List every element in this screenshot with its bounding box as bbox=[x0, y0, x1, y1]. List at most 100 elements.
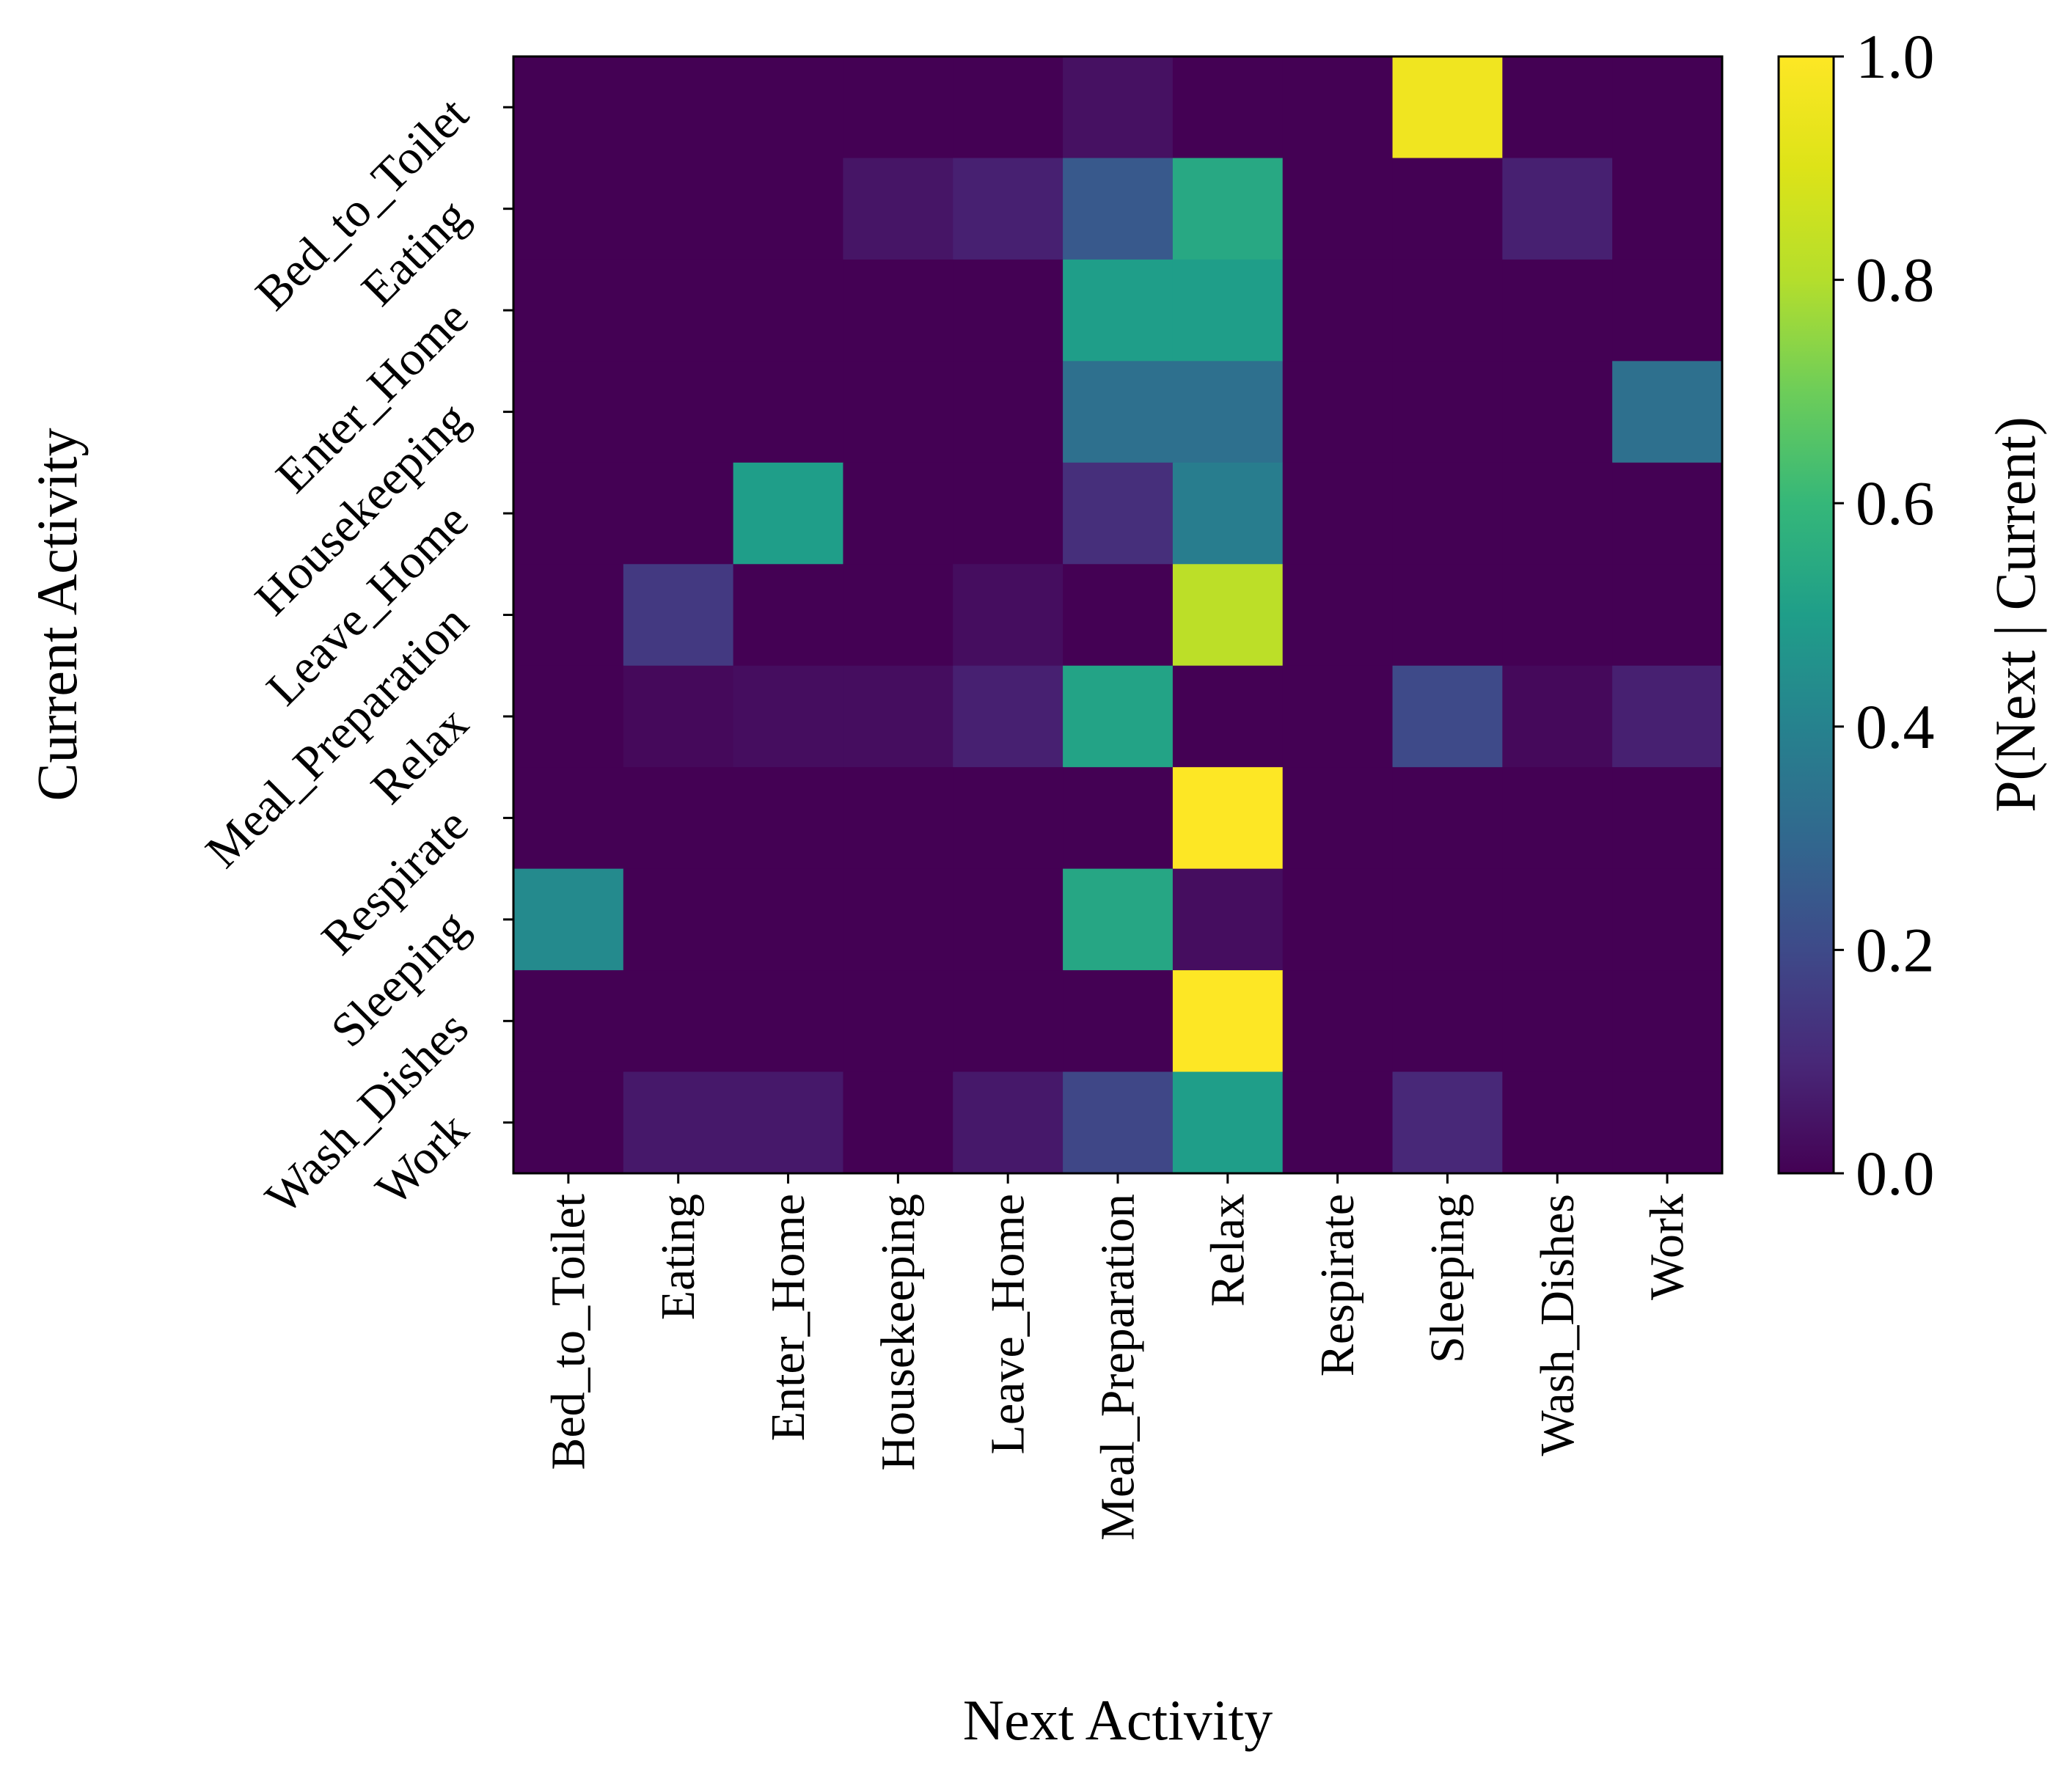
heatmap-cell bbox=[623, 56, 734, 159]
heatmap-cell bbox=[1612, 462, 1723, 565]
heatmap-cell bbox=[953, 56, 1064, 159]
colorbar-title: P(Next | Current) bbox=[1983, 417, 2047, 813]
heatmap-cell bbox=[1392, 1071, 1503, 1174]
heatmap-cell bbox=[733, 158, 844, 260]
heatmap-cell bbox=[1063, 158, 1174, 260]
heatmap-cells bbox=[513, 56, 1723, 1174]
heatmap-cell bbox=[953, 1071, 1064, 1174]
heatmap-cell bbox=[1392, 361, 1503, 463]
heatmap-cell bbox=[843, 665, 953, 768]
heatmap-cell bbox=[1612, 665, 1723, 768]
heatmap-cell bbox=[953, 970, 1064, 1073]
x-tick-label: Bed_to_Toilet bbox=[541, 1194, 595, 1470]
heatmap-cell bbox=[1282, 868, 1394, 971]
heatmap-cell bbox=[623, 564, 734, 667]
heatmap-cell bbox=[1392, 564, 1503, 667]
heatmap-cell bbox=[733, 462, 844, 565]
heatmap-cell bbox=[1172, 259, 1284, 362]
heatmap-cell bbox=[1392, 462, 1503, 565]
heatmap-cell bbox=[623, 868, 734, 971]
heatmap-cell bbox=[733, 361, 844, 463]
heatmap-cell bbox=[953, 665, 1064, 768]
heatmap-cell bbox=[1282, 564, 1394, 667]
heatmap-cell bbox=[513, 868, 624, 971]
heatmap-cell bbox=[1063, 868, 1174, 971]
heatmap-cell bbox=[733, 1071, 844, 1174]
heatmap-cell bbox=[623, 361, 734, 463]
heatmap-cell bbox=[1612, 564, 1723, 667]
heatmap-cell bbox=[513, 462, 624, 565]
heatmap-cell bbox=[1172, 158, 1284, 260]
heatmap-cell bbox=[513, 259, 624, 362]
heatmap-cell bbox=[953, 868, 1064, 971]
heatmap-cell bbox=[1502, 56, 1613, 159]
heatmap-cell bbox=[513, 1071, 624, 1174]
heatmap-cell bbox=[1502, 361, 1613, 463]
heatmap-cell bbox=[953, 564, 1064, 667]
heatmap-cell bbox=[1392, 767, 1503, 870]
heatmap-cell bbox=[953, 361, 1064, 463]
heatmap-cell bbox=[1063, 564, 1174, 667]
x-tick-label: Meal_Preparation bbox=[1091, 1194, 1145, 1541]
heatmap-cell bbox=[843, 158, 953, 260]
heatmap-cell bbox=[843, 462, 953, 565]
heatmap-cell bbox=[1392, 259, 1503, 362]
heatmap-cell bbox=[953, 767, 1064, 870]
heatmap-cell bbox=[1502, 564, 1613, 667]
colorbar-ticks: 0.0 0.2 0.4 0.6 0.8 1.0 bbox=[1834, 21, 1935, 1208]
heatmap-cell bbox=[843, 868, 953, 971]
heatmap-cell bbox=[1502, 970, 1613, 1073]
heatmap-cell bbox=[1063, 1071, 1174, 1174]
heatmap-cell bbox=[513, 767, 624, 870]
heatmap-cell bbox=[1612, 767, 1723, 870]
x-tick-label: Respirate bbox=[1311, 1194, 1364, 1376]
heatmap-cell bbox=[1282, 970, 1394, 1073]
heatmap-cell bbox=[1612, 970, 1723, 1073]
heatmap-cell bbox=[953, 158, 1064, 260]
heatmap-cell bbox=[733, 970, 844, 1073]
colorbar-tick-label: 0.8 bbox=[1856, 245, 1935, 315]
heatmap-cell bbox=[1612, 868, 1723, 971]
heatmap-cell bbox=[843, 767, 953, 870]
heatmap-cell bbox=[1172, 462, 1284, 565]
heatmap-cell bbox=[1063, 970, 1174, 1073]
heatmap-cell bbox=[513, 564, 624, 667]
heatmap-cell bbox=[843, 564, 953, 667]
heatmap-cell bbox=[1063, 361, 1174, 463]
x-tick-label: Wash_Dishes bbox=[1531, 1194, 1584, 1456]
x-tick-label: Work bbox=[1641, 1194, 1694, 1300]
heatmap-cell bbox=[513, 158, 624, 260]
heatmap-cell bbox=[1282, 158, 1394, 260]
y-axis-title: Current Activity bbox=[25, 428, 89, 801]
heatmap-cell bbox=[1063, 767, 1174, 870]
heatmap-cell bbox=[733, 767, 844, 870]
heatmap-cell bbox=[1063, 56, 1174, 159]
heatmap-cell bbox=[1282, 665, 1394, 768]
heatmap-cell bbox=[1392, 868, 1503, 971]
heatmap-cell bbox=[1172, 564, 1284, 667]
heatmap-cell bbox=[513, 361, 624, 463]
heatmap-cell bbox=[843, 56, 953, 159]
heatmap-cell bbox=[513, 665, 624, 768]
heatmap-cell bbox=[1282, 259, 1394, 362]
heatmap-cell bbox=[1282, 462, 1394, 565]
x-tick-label: Sleeping bbox=[1421, 1194, 1474, 1363]
heatmap-cell bbox=[733, 868, 844, 971]
heatmap-cell bbox=[1063, 462, 1174, 565]
heatmap-cell bbox=[1612, 158, 1723, 260]
colorbar-tick-label: 0.0 bbox=[1856, 1138, 1935, 1208]
heatmap-cell bbox=[1502, 767, 1613, 870]
heatmap-cell bbox=[1282, 1071, 1394, 1174]
heatmap-cell bbox=[513, 56, 624, 159]
heatmap-cell bbox=[1502, 665, 1613, 768]
heatmap-cell bbox=[1282, 56, 1394, 159]
heatmap-cell bbox=[953, 462, 1064, 565]
heatmap-cell bbox=[843, 259, 953, 362]
heatmap-cell bbox=[1502, 462, 1613, 565]
heatmap-cell bbox=[1612, 259, 1723, 362]
heatmap-cell bbox=[1172, 970, 1284, 1073]
heatmap-cell bbox=[1282, 361, 1394, 463]
heatmap-cell bbox=[1172, 361, 1284, 463]
heatmap-cell bbox=[1172, 1071, 1284, 1174]
